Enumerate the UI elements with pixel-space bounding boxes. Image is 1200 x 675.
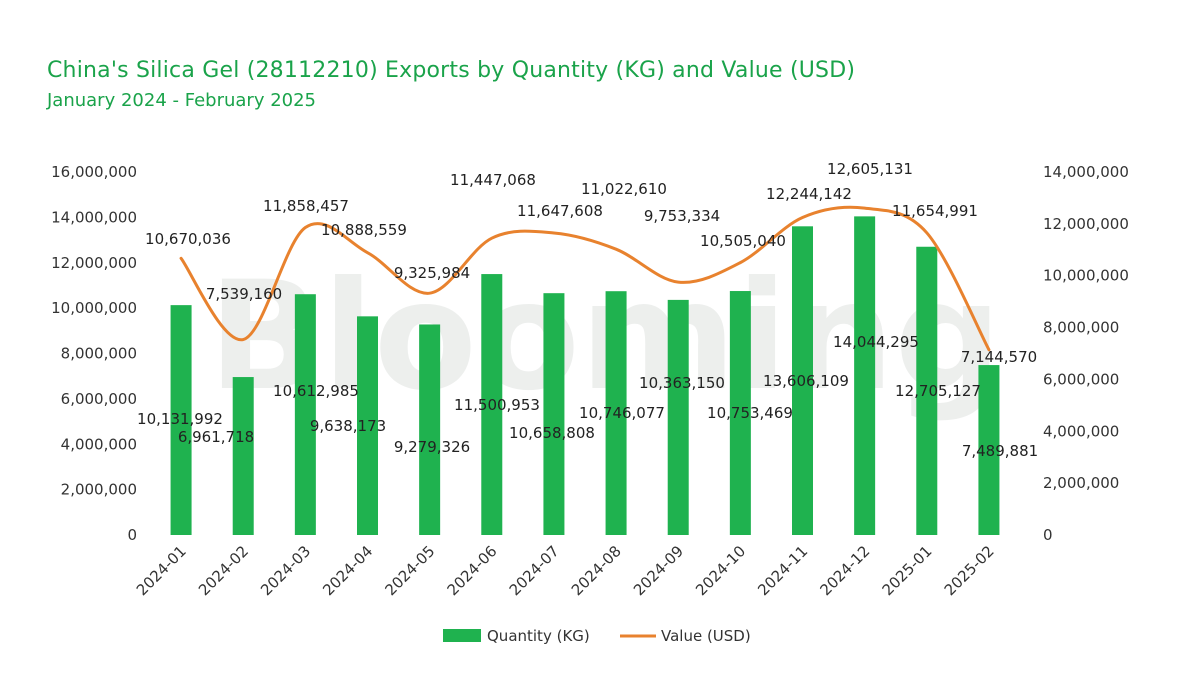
left-axis-tick-label: 16,000,000: [51, 163, 137, 181]
value-label-2024-02: 7,539,160: [206, 285, 282, 303]
value-label-2024-12: 12,605,131: [827, 160, 913, 178]
quantity-label-2024-11: 13,606,109: [763, 372, 849, 390]
value-label-2024-06: 11,447,068: [450, 171, 536, 189]
value-label-2024-01: 10,670,036: [145, 230, 231, 248]
x-axis-tick-label: 2024-04: [319, 542, 376, 599]
value-line: [179, 205, 991, 352]
legend: Quantity (KG) Value (USD): [443, 627, 751, 645]
right-axis-tick-label: 8,000,000: [1043, 319, 1119, 337]
quantity-bar-2024-08: [605, 291, 627, 535]
legend-swatch-quantity: [443, 629, 481, 642]
quantity-bar-2024-11: [792, 226, 813, 535]
x-axis-tick-label: 2024-07: [506, 542, 563, 599]
quantity-label-2025-02: 7,489,881: [962, 442, 1038, 460]
quantity-bar-2024-04: [357, 316, 378, 535]
chart-title: China's Silica Gel (28112210) Exports by…: [47, 58, 856, 83]
quantity-bars: [170, 216, 1000, 535]
quantity-label-2025-01: 12,705,127: [895, 382, 981, 400]
quantity-bar-2024-07: [543, 293, 565, 535]
left-axis-tick-label: 0: [127, 526, 137, 544]
x-axis-tick-label: 2024-05: [381, 542, 438, 599]
right-axis-tick-label: 2,000,000: [1043, 474, 1119, 492]
x-axis-tick-label: 2025-01: [879, 542, 936, 599]
value-label-2024-10: 10,505,040: [700, 232, 786, 250]
quantity-bar-2024-09: [667, 299, 689, 535]
right-axis-tick-label: 12,000,000: [1043, 215, 1129, 233]
x-axis-tick-label: 2024-09: [630, 542, 687, 599]
left-axis-tick-label: 10,000,000: [51, 299, 137, 317]
x-axis-tick-label: 2024-12: [816, 542, 873, 599]
value-label-2025-02: 7,144,570: [961, 348, 1037, 366]
quantity-label-2024-03: 10,612,985: [273, 382, 359, 400]
quantity-label-2024-08: 10,746,077: [579, 404, 665, 422]
quantity-bar-2025-01: [916, 246, 938, 535]
value-label-2025-01: 11,654,991: [892, 202, 978, 220]
x-axis-tick-label: 2024-11: [754, 542, 811, 599]
left-axis-tick-label: 12,000,000: [51, 254, 137, 272]
value-label-2024-08: 11,022,610: [581, 180, 667, 198]
quantity-bar-2024-01: [170, 305, 192, 535]
value-label-2024-11: 12,244,142: [766, 185, 852, 203]
legend-label-quantity: Quantity (KG): [487, 627, 590, 645]
right-axis-tick-label: 10,000,000: [1043, 267, 1129, 285]
quantity-label-2024-01: 10,131,992: [137, 410, 223, 428]
x-axis: 2024-01 2024-02 2024-03 2024-04 2024-05 2024-…: [133, 542, 998, 599]
value-label-2024-04: 10,888,559: [321, 221, 407, 239]
quantity-label-2024-04: 9,638,173: [310, 417, 386, 435]
x-axis-tick-label: 2024-10: [692, 542, 749, 599]
left-y-axis: 0 2,000,000 4,000,000 6,000,000 8,000,000 10,…: [51, 163, 137, 544]
quantity-bar-2024-03: [294, 294, 316, 535]
quantity-bar-2024-02: [232, 377, 254, 535]
quantity-label-2024-12: 14,044,295: [833, 333, 919, 351]
quantity-label-2024-09: 10,363,150: [639, 374, 725, 392]
left-axis-tick-label: 6,000,000: [61, 390, 137, 408]
left-axis-tick-label: 14,000,000: [51, 208, 137, 226]
chart-subtitle: January 2024 - February 2025: [47, 90, 316, 111]
x-axis-tick-label: 2024-01: [133, 542, 190, 599]
quantity-bar-2024-12: [854, 216, 876, 535]
left-axis-tick-label: 2,000,000: [61, 481, 137, 499]
quantity-bar-2025-02: [978, 365, 1000, 535]
x-axis-tick-label: 2024-08: [568, 542, 625, 599]
right-axis-tick-label: 6,000,000: [1043, 370, 1119, 388]
right-axis-tick-label: 4,000,000: [1043, 422, 1119, 440]
quantity-label-2024-02: 6,961,718: [178, 428, 254, 446]
value-label-2024-03: 11,858,457: [263, 197, 349, 215]
x-axis-tick-label: 2025-02: [941, 542, 998, 599]
quantity-label-2024-05: 9,279,326: [394, 438, 470, 456]
quantity-label-2024-10: 10,753,469: [707, 404, 793, 422]
right-axis-tick-label: 0: [1043, 526, 1053, 544]
value-label-2024-09: 9,753,334: [644, 207, 720, 225]
value-data-labels: 10,670,036 7,539,160 11,858,457 10,888,559 9…: [145, 160, 1037, 366]
value-label-2024-05: 9,325,984: [394, 264, 470, 282]
quantity-bar-2024-06: [481, 274, 503, 535]
left-axis-tick-label: 8,000,000: [61, 345, 137, 363]
x-axis-tick-label: 2024-02: [195, 542, 252, 599]
quantity-label-2024-07: 10,658,808: [509, 424, 595, 442]
legend-label-value: Value (USD): [661, 627, 751, 645]
value-label-2024-07: 11,647,608: [517, 202, 603, 220]
quantity-bar-2024-05: [419, 324, 441, 535]
right-y-axis: 0 2,000,000 4,000,000 6,000,000 8,000,000 10,…: [1043, 163, 1129, 544]
right-axis-tick-label: 14,000,000: [1043, 163, 1129, 181]
x-axis-tick-label: 2024-03: [257, 542, 314, 599]
quantity-label-2024-06: 11,500,953: [454, 396, 540, 414]
x-axis-tick-label: 2024-06: [444, 542, 501, 599]
quantity-bar-2024-10: [729, 291, 751, 535]
left-axis-tick-label: 4,000,000: [61, 435, 137, 453]
